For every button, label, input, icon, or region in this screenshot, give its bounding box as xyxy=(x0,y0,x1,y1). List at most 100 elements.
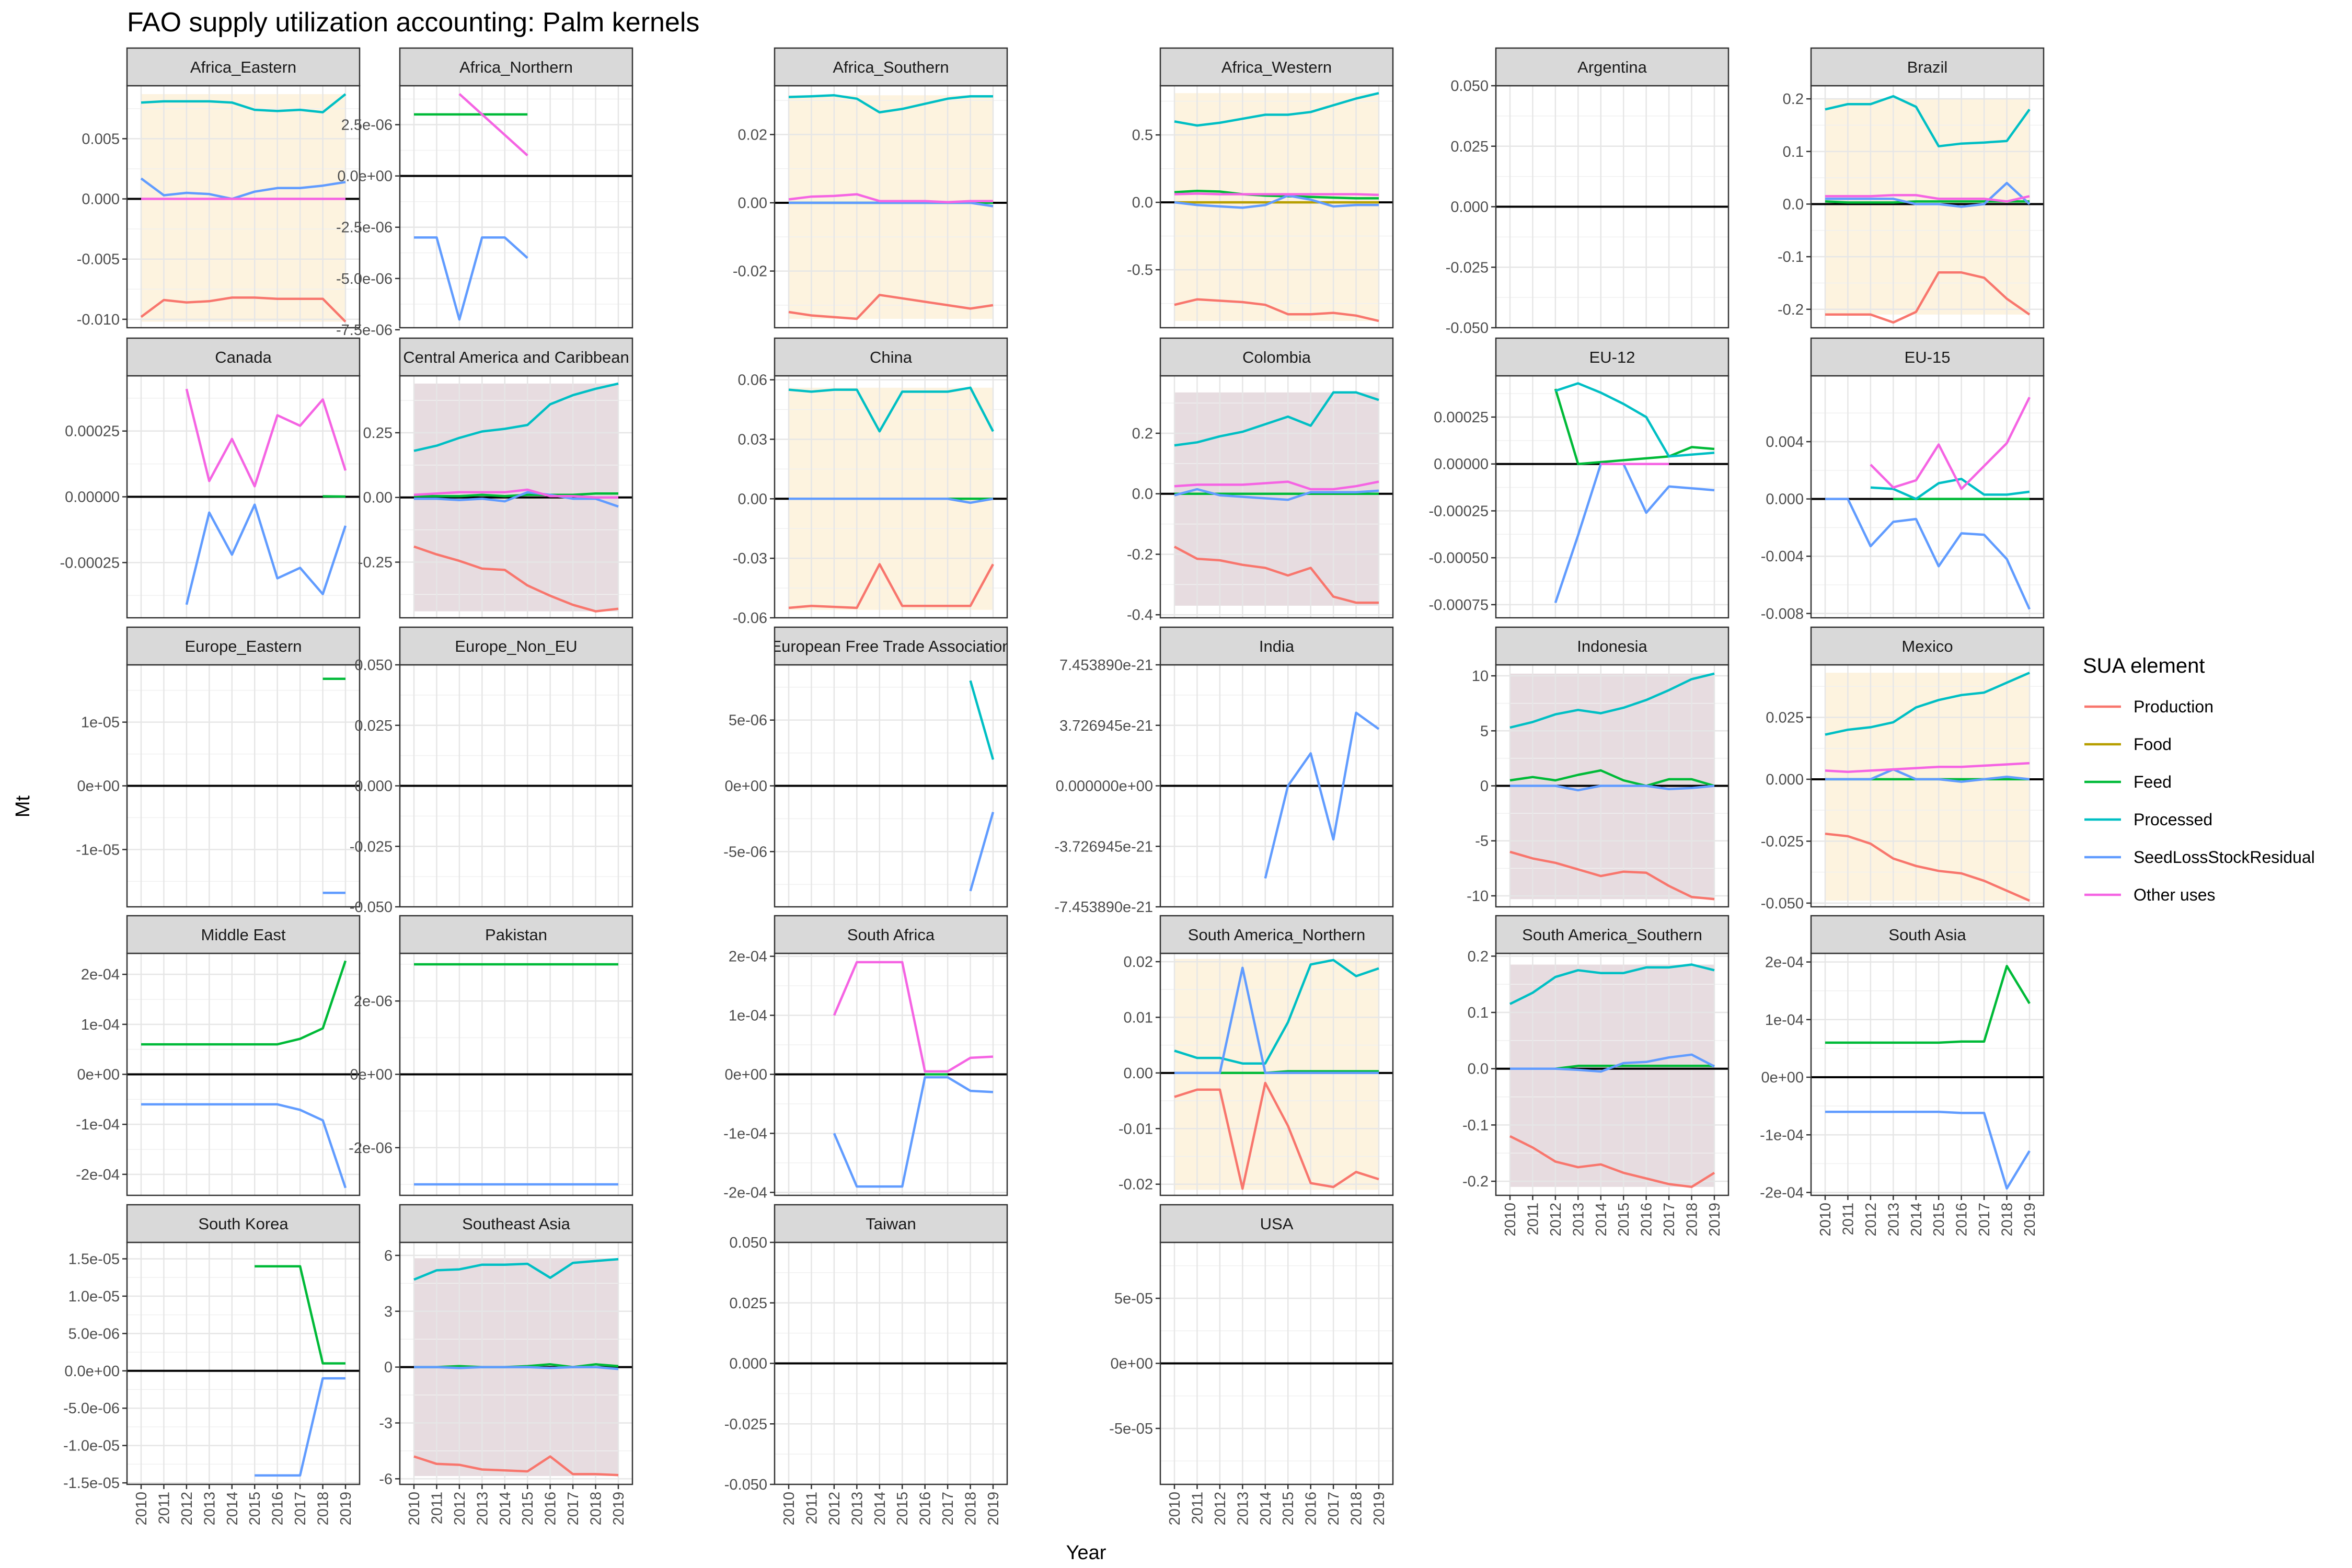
facet-label: South Korea xyxy=(198,1215,289,1233)
gridlines xyxy=(127,86,360,328)
series-line-production xyxy=(788,294,994,320)
y-tick-label: 0.00025 xyxy=(65,423,120,440)
x-tick-label: 2019 xyxy=(985,1492,1002,1526)
shading-band xyxy=(1174,93,1379,321)
y-tick-label: -2e-04 xyxy=(1760,1184,1804,1201)
facet-label: Canada xyxy=(215,348,272,366)
x-tick-label: 2016 xyxy=(270,1492,286,1526)
series-line-processed xyxy=(1870,478,2030,500)
series-line-feed xyxy=(414,492,618,498)
facet-middle-east: Middle East -2e-04 -1e-04 0e+00 1e-04 2e-04 xyxy=(76,915,361,1196)
facet-label: South America_Northern xyxy=(1188,926,1365,944)
shading-band xyxy=(1825,99,2030,315)
y-tick-label: -1.0e-05 xyxy=(63,1438,120,1455)
y-tick-label: -2e-04 xyxy=(723,1184,767,1201)
series-line-production xyxy=(1174,298,1379,322)
facet-label: USA xyxy=(1260,1215,1294,1233)
y-tick-label: 5 xyxy=(1480,723,1489,740)
x-tick-label: 2018 xyxy=(1348,1492,1365,1526)
facet-strip xyxy=(774,1204,1008,1243)
facet-strip xyxy=(1810,915,2045,954)
series-line-seedlossstockresidual xyxy=(789,201,994,207)
x-tick-label: 2017 xyxy=(1661,1203,1678,1237)
y-tick-label: -1e-04 xyxy=(1760,1127,1804,1144)
x-tick-label: 2013 xyxy=(1235,1492,1251,1526)
series-line-seedlossstockresidual xyxy=(414,1366,619,1370)
facet-strip xyxy=(774,47,1008,87)
y-tick-label: -0.4 xyxy=(1127,607,1153,624)
y-tick-label: 0.025 xyxy=(354,718,393,734)
y-tick-label: -1.5e-05 xyxy=(63,1475,120,1492)
shading-band xyxy=(1174,959,1379,1190)
facet-label: Taiwan xyxy=(866,1215,916,1233)
y-tick-label: 0.000000e+00 xyxy=(1056,778,1153,795)
x-tick-label: 2015 xyxy=(1280,1492,1297,1526)
facet-label: Africa_Western xyxy=(1221,58,1332,76)
series-line-processed xyxy=(788,94,993,114)
legend-label: Feed xyxy=(2134,773,2172,791)
y-tick-label: 2e-04 xyxy=(81,966,120,983)
y-tick-label: 0e+00 xyxy=(1111,1356,1153,1373)
y-tick-label: -2e-06 xyxy=(349,1140,393,1157)
legend-label: SeedLossStockResidual xyxy=(2134,848,2315,867)
facet-taiwan: Taiwan -0.050 -0.025 0.000 0.025 0.050 2010 201… xyxy=(724,1204,1008,1526)
series-line-processed xyxy=(1825,672,2030,736)
facet-south-asia: South Asia -2e-04 -1e-04 0e+00 1e-04 2e-04 201… xyxy=(1760,915,2045,1237)
facet-strip xyxy=(1810,626,2045,666)
facet-label: China xyxy=(870,348,913,366)
facet-strip xyxy=(1159,47,1394,87)
x-tick-label: 2017 xyxy=(1325,1492,1342,1526)
x-tick-label: 2015 xyxy=(1616,1203,1632,1237)
y-tick-label: 0e+00 xyxy=(1761,1069,1804,1086)
y-tick-label: 0e+00 xyxy=(77,1067,120,1083)
series-line-seedlossstockresidual xyxy=(1174,966,1379,1075)
series-line-seedlossstockresidual xyxy=(1825,768,2030,783)
legend-title: SUA element xyxy=(2083,654,2205,677)
y-tick-label: -0.5 xyxy=(1127,262,1153,279)
y-tick-label: 0.02 xyxy=(738,126,767,143)
y-tick-label: -7.453890e-21 xyxy=(1054,899,1153,916)
y-tick-label: 0.004 xyxy=(1766,434,1804,451)
panel-background xyxy=(400,86,632,328)
x-tick-label: 2018 xyxy=(588,1492,605,1526)
series-line-other-uses xyxy=(1870,397,2031,490)
series-line-production xyxy=(1825,271,2031,324)
gridlines xyxy=(775,86,1007,328)
facet-europe-eastern: Europe_Eastern -1e-05 0e+00 1e-05 xyxy=(76,626,361,908)
x-tick-label: 2014 xyxy=(497,1492,514,1526)
series-line-seedlossstockresidual xyxy=(1825,498,2031,610)
facet-label: Central America and Caribbean xyxy=(403,348,629,366)
gridlines xyxy=(1496,953,1728,1195)
series-line-seedlossstockresidual xyxy=(969,812,995,892)
y-tick-label: -0.010 xyxy=(77,312,120,328)
y-tick-label: 1.0e-05 xyxy=(68,1288,120,1305)
y-tick-label: 0.2 xyxy=(1783,91,1804,108)
x-tick-label: 2016 xyxy=(917,1492,934,1526)
facet-label: Europe_Non_EU xyxy=(455,637,577,655)
y-tick-label: 0.00 xyxy=(363,490,393,506)
series-line-processed xyxy=(969,680,995,760)
x-tick-label: 2018 xyxy=(1684,1203,1701,1237)
x-tick-label: 2014 xyxy=(224,1492,241,1526)
x-tick-label: 2019 xyxy=(610,1492,627,1526)
facet-strip xyxy=(1810,47,2045,87)
series-line-production xyxy=(413,545,619,613)
y-tick-label: 1.5e-05 xyxy=(68,1251,120,1267)
y-tick-label: 0.0 xyxy=(1132,194,1153,211)
x-tick-label: 2019 xyxy=(1707,1203,1723,1237)
facet-strip xyxy=(399,915,633,954)
series-line-seedlossstockresidual xyxy=(1510,785,1715,792)
x-tick-label: 2014 xyxy=(1593,1203,1610,1237)
series-line-processed xyxy=(1174,391,1379,447)
series-line-production xyxy=(1173,546,1379,604)
y-tick-label: -0.005 xyxy=(77,251,120,268)
panel-background xyxy=(1811,953,2044,1195)
series-line-seedlossstockresidual xyxy=(1174,194,1379,209)
facet-label: Middle East xyxy=(201,926,286,944)
y-tick-label: -6 xyxy=(379,1471,393,1488)
series-line-production xyxy=(413,1455,619,1477)
x-tick-label: 2019 xyxy=(1371,1492,1388,1526)
series-line-processed xyxy=(1174,92,1379,127)
